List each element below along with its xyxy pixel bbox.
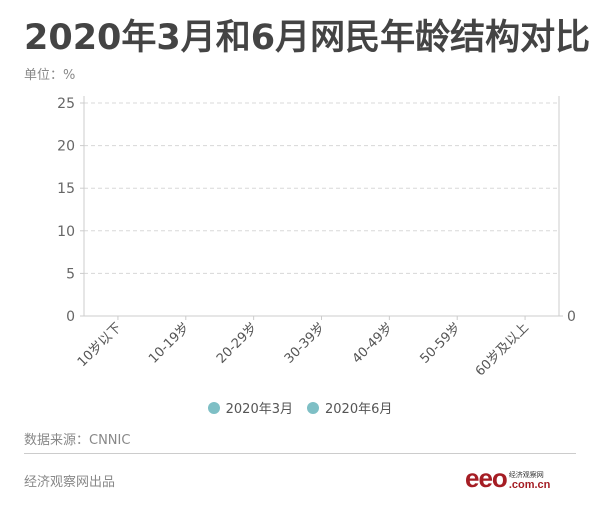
x-category-label: 40-49岁 <box>350 320 397 367</box>
x-axis: 10岁以下 10-19岁 20-29岁 30-39岁 40-49岁 50-59岁 60岁及以… <box>75 315 559 379</box>
legend-item[interactable]: 2020年6月 <box>307 398 392 417</box>
logo-domain: .com.cn <box>508 479 551 491</box>
y-axis: 0 5 10 15 20 25 <box>57 96 85 325</box>
x-category-label: 30-39岁 <box>282 320 329 367</box>
x-category-label: 50-59岁 <box>418 320 465 367</box>
bar-chart: 0 5 10 15 20 25 0 10岁以下 10-19岁 20-29岁 30-39岁 40-4… <box>57 96 576 379</box>
unit-label: 单位：% <box>24 68 76 83</box>
right-axis: 0 <box>558 96 576 325</box>
producer-credit: 经济观察网出品 <box>24 475 116 490</box>
legend-label: 2020年6月 <box>325 402 393 417</box>
gridlines <box>84 102 559 274</box>
x-category-label: 60岁及以上 <box>473 320 532 379</box>
eeo-logo: eeo 经济观察网 .com.cn <box>465 463 551 493</box>
y-tick-label: 15 <box>57 181 75 197</box>
data-source: 数据来源：CNNIC <box>24 433 131 448</box>
x-category-label: 20-29岁 <box>214 320 261 367</box>
x-category-label: 10岁以下 <box>75 320 125 370</box>
y-tick-label: 10 <box>57 224 75 240</box>
legend-dot-icon <box>207 401 220 414</box>
logo-wordmark: eeo <box>465 463 508 493</box>
x-category-label: 10-19岁 <box>146 320 193 367</box>
footer-divider <box>24 453 576 454</box>
legend-item[interactable]: 2020年3月 <box>207 398 293 417</box>
legend-label: 2020年3月 <box>225 402 293 417</box>
y-tick-label: 20 <box>57 139 75 155</box>
legend-dot-icon <box>307 401 319 414</box>
legend: 2020年3月 2020年6月 <box>0 398 600 417</box>
y-tick-label: 0 <box>66 309 75 325</box>
y-tick-label: 25 <box>57 96 75 112</box>
logo-chinese-name: 经济观察网 <box>508 471 544 479</box>
chart-title: 2020年3月和6月网民年龄结构对比 <box>24 18 591 58</box>
y-tick-label: 5 <box>66 266 75 282</box>
right-tick-label: 0 <box>567 309 576 325</box>
